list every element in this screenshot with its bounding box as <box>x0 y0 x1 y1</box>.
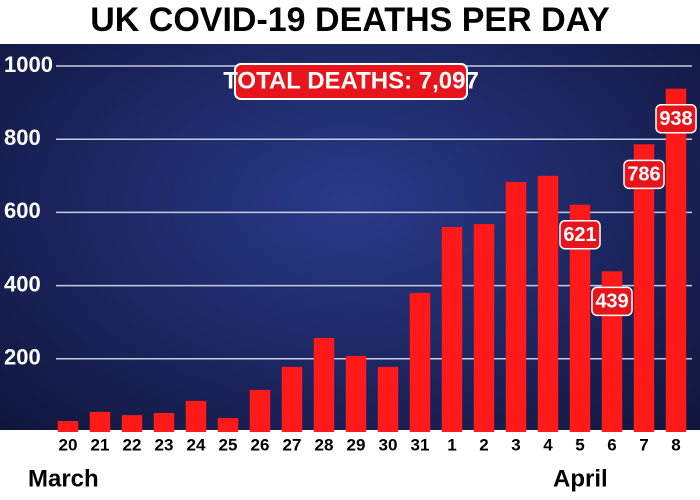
bar <box>281 366 303 432</box>
x-tick-label: 31 <box>411 435 430 454</box>
bar <box>345 355 367 432</box>
bar <box>217 418 239 432</box>
x-tick-label: 30 <box>379 435 398 454</box>
bar <box>121 415 143 432</box>
x-tick-label: 23 <box>155 435 174 454</box>
group-label: April <box>553 465 608 492</box>
bar <box>505 182 527 432</box>
value-label-box <box>559 219 601 250</box>
x-tick-label: 3 <box>511 435 520 454</box>
x-tick-label: 24 <box>187 435 206 454</box>
bar <box>409 292 431 432</box>
x-tick-label: 4 <box>543 435 553 454</box>
y-tick-label: 1000 <box>4 52 53 77</box>
annotation: TOTAL DEATHS: 7,097 <box>223 67 479 94</box>
bar <box>185 400 207 432</box>
x-tick-label: 29 <box>347 435 366 454</box>
group-label: March <box>28 465 99 492</box>
y-tick-label: 600 <box>4 198 41 223</box>
y-tick-label: 800 <box>4 125 41 150</box>
bar <box>313 337 335 432</box>
x-tick-label: 5 <box>575 435 584 454</box>
x-tick-label: 20 <box>59 435 78 454</box>
bar <box>537 175 559 433</box>
x-tick-label: 21 <box>91 435 110 454</box>
x-tick-label: 2 <box>479 435 488 454</box>
axis-background <box>0 430 700 500</box>
x-tick-label: 1 <box>447 435 456 454</box>
bar <box>153 412 175 432</box>
y-tick-label: 400 <box>4 271 41 296</box>
annotation-box <box>234 63 468 100</box>
bar <box>89 411 111 432</box>
value-label: 786 <box>627 164 660 186</box>
bar <box>377 366 399 432</box>
bar <box>441 227 463 432</box>
value-label: 621 <box>563 224 596 246</box>
bar <box>249 389 271 432</box>
x-tick-label: 26 <box>251 435 270 454</box>
value-label-box <box>623 159 665 190</box>
value-label-box <box>655 103 697 134</box>
chart-title: UK COVID-19 DEATHS PER DAY <box>90 1 610 39</box>
x-tick-label: 8 <box>671 435 680 454</box>
bar <box>57 421 79 432</box>
x-tick-label: 25 <box>219 435 238 454</box>
value-label-box <box>591 286 633 317</box>
x-tick-label: 28 <box>315 435 334 454</box>
bar <box>633 144 655 432</box>
bar <box>665 88 687 432</box>
x-tick-label: 27 <box>283 435 302 454</box>
x-tick-label: 6 <box>607 435 616 454</box>
bar <box>569 204 591 432</box>
bar <box>473 224 495 432</box>
y-tick-label: 200 <box>4 345 41 370</box>
x-tick-label: 22 <box>123 435 142 454</box>
x-tick-label: 7 <box>639 435 648 454</box>
value-label: 938 <box>659 108 692 130</box>
value-label: 439 <box>595 291 628 313</box>
